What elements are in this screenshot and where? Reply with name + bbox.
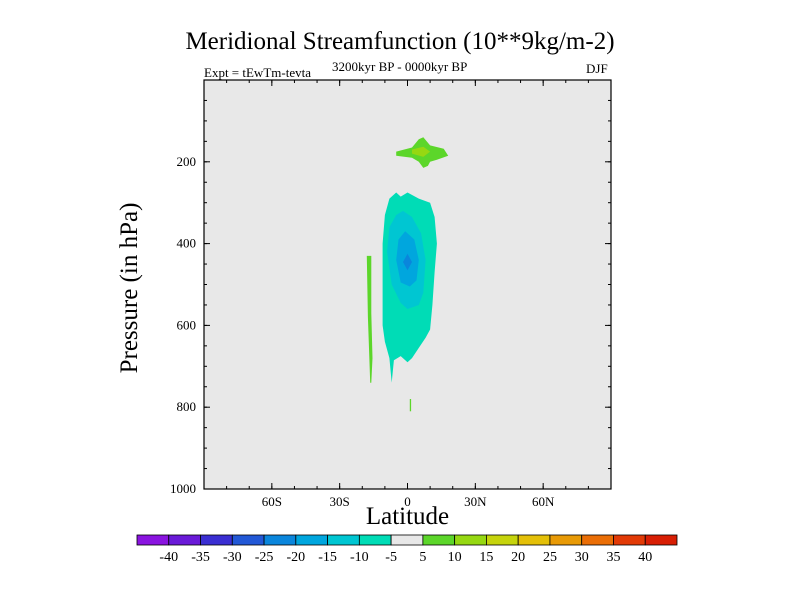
y-tick-label: 400 [177, 236, 197, 251]
contour-region-side-positive-sliver [366, 255, 373, 383]
colorbar-label: 40 [638, 550, 652, 565]
chart-title: Meridional Streamfunction (10**9kg/m-2) [185, 28, 615, 55]
colorbar-label: -10 [350, 550, 369, 565]
colorbar-box [295, 534, 328, 546]
colorbar-label: -15 [318, 550, 337, 565]
colorbar-label: 5 [419, 550, 426, 565]
x-tick-label: 60S [262, 494, 282, 509]
colorbar: -40 -35 -30 -25 -20 -15 -10 -5 5 10 15 20 25 30 35 40 [136, 534, 678, 565]
contour-regions [366, 137, 449, 412]
colorbar-box [327, 534, 360, 546]
period-label: 3200kyr BP - 0000kyr BP [332, 59, 468, 74]
colorbar-label: 10 [448, 550, 462, 565]
contour-region-lower-negative-cell-core [403, 253, 412, 271]
contour-region-surface-positive-sliver [409, 399, 412, 412]
x-tick-label: 30N [464, 494, 487, 509]
colorbar-box [486, 534, 519, 546]
colorbar-box [358, 534, 392, 546]
y-axis-label: Pressure (in hPa) [116, 202, 143, 374]
colorbar-label: -20 [286, 550, 305, 565]
colorbar-label: 25 [543, 550, 557, 565]
x-axis-label: Latitude [365, 503, 450, 530]
colorbar-box [422, 534, 456, 546]
colorbar-label: -35 [191, 550, 210, 565]
colorbar-box [454, 534, 487, 546]
y-tick-label: 800 [177, 399, 197, 414]
y-tick-label: 600 [177, 317, 197, 332]
y-tick-label: 200 [177, 154, 197, 169]
colorbar-box [644, 534, 678, 546]
season-label: DJF [586, 61, 608, 76]
colorbar-box [581, 534, 614, 546]
colorbar-box [549, 534, 583, 546]
colorbar-label: -40 [159, 550, 178, 565]
contour-region-upper-positive-cell-core [412, 146, 431, 157]
colorbar-box [517, 534, 551, 546]
colorbar-box [200, 534, 233, 546]
colorbar-label: 35 [606, 550, 620, 565]
colorbar-box [231, 534, 265, 546]
colorbar-label: 30 [575, 550, 589, 565]
x-tick-label: 60N [532, 494, 555, 509]
y-tick-label: 1000 [170, 481, 196, 496]
x-tick-label: 30S [330, 494, 350, 509]
colorbar-label: -30 [223, 550, 242, 565]
colorbar-box [168, 534, 201, 546]
colorbar-label: 20 [511, 550, 525, 565]
colorbar-box [390, 534, 424, 546]
colorbar-box [136, 534, 170, 546]
colorbar-label: 15 [479, 550, 493, 565]
colorbar-box [263, 534, 297, 546]
colorbar-label: -25 [255, 550, 274, 565]
colorbar-label: -5 [385, 550, 397, 565]
x-tick-label: 0 [404, 494, 411, 509]
colorbar-box [613, 534, 646, 546]
axis-ticks: 60S 30S 0 30N 60N 200 400 600 800 1000 [170, 80, 611, 509]
experiment-label: Expt = tEwTm-tevta [204, 65, 311, 80]
